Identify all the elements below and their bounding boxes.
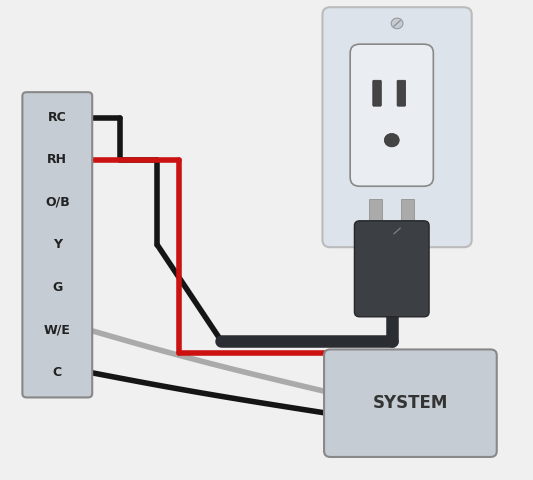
Text: RH: RH — [47, 154, 67, 167]
Text: RC: RC — [48, 111, 67, 124]
Bar — [369, 199, 383, 226]
FancyBboxPatch shape — [322, 7, 472, 247]
FancyBboxPatch shape — [354, 221, 429, 317]
Bar — [401, 199, 415, 226]
Text: O/B: O/B — [45, 196, 70, 209]
Text: Y: Y — [53, 238, 62, 252]
Circle shape — [391, 226, 403, 236]
Text: G: G — [52, 281, 62, 294]
Text: C: C — [53, 365, 62, 379]
FancyBboxPatch shape — [324, 349, 497, 457]
FancyBboxPatch shape — [22, 92, 92, 397]
Text: W/E: W/E — [44, 323, 71, 336]
Text: SYSTEM: SYSTEM — [373, 394, 448, 412]
FancyBboxPatch shape — [373, 80, 381, 106]
Circle shape — [384, 133, 399, 147]
FancyBboxPatch shape — [350, 44, 433, 186]
FancyBboxPatch shape — [397, 80, 406, 106]
Circle shape — [391, 18, 403, 29]
